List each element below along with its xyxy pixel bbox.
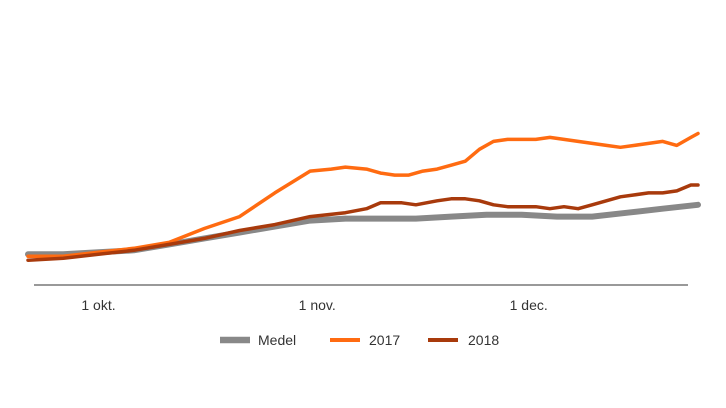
x-axis-ticks: 1 okt. 1 nov. 1 dec.: [81, 297, 547, 313]
x-tick-label-1-okt: 1 okt.: [81, 297, 115, 313]
legend-label-2018: 2018: [468, 332, 499, 348]
series-line-2018: [26, 183, 700, 262]
legend-label-2017: 2017: [369, 332, 400, 348]
legend: Medel 2017 2018: [220, 332, 499, 348]
series-layer: [25, 131, 701, 262]
series-line-2017: [26, 131, 700, 258]
legend-label-medel: Medel: [258, 332, 296, 348]
series-line-medel: [25, 201, 701, 258]
x-tick-label-1-dec: 1 dec.: [510, 297, 548, 313]
x-tick-label-1-nov: 1 nov.: [299, 297, 336, 313]
